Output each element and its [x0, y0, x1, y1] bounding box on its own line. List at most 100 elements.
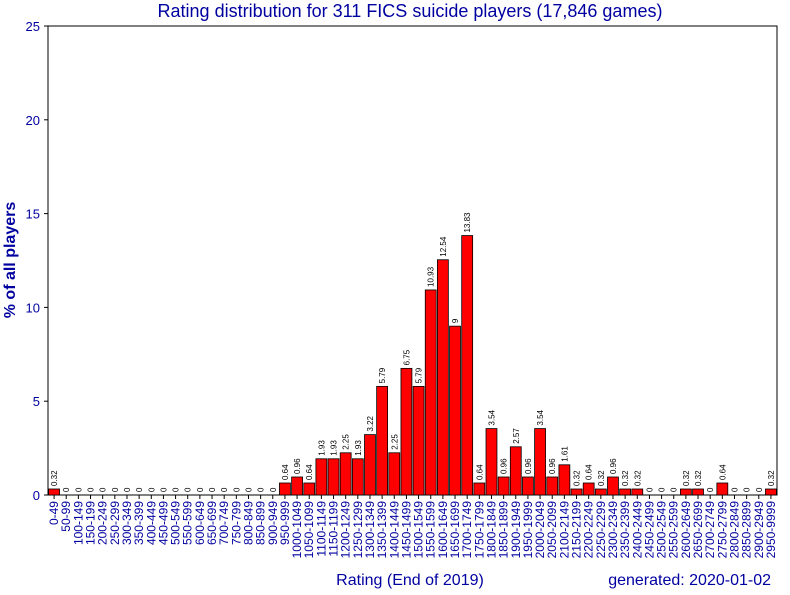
x-tick-label: 400-449 — [144, 501, 158, 545]
x-tick-label: 1200-1249 — [339, 501, 353, 559]
x-tick-label: 2100-2149 — [557, 501, 571, 559]
bar-value-label: 12.54 — [439, 236, 448, 257]
x-tick-label: 750-799 — [229, 501, 243, 545]
bar-value-label: 0.96 — [500, 458, 509, 474]
bar — [558, 464, 571, 496]
bar-value-label: 0.64 — [718, 464, 727, 480]
bar-value-label: 0 — [159, 487, 168, 492]
bar — [716, 482, 729, 496]
x-tick-label: 1350-1399 — [375, 501, 389, 559]
bar-value-label: 0 — [99, 487, 108, 492]
bar-value-label: 0.32 — [682, 470, 691, 486]
bar-value-label: 0 — [730, 487, 739, 492]
x-tick-label: 2400-2449 — [630, 501, 644, 559]
x-tick-label: 2050-2099 — [545, 501, 559, 559]
x-tick-label: 600-649 — [193, 501, 207, 545]
bar-value-label: 0.96 — [293, 458, 302, 474]
x-tick-label: 900-949 — [266, 501, 280, 545]
x-tick-label: 1150-1199 — [327, 501, 341, 557]
x-tick-label: 300-349 — [120, 501, 134, 545]
x-tick-label: 850-899 — [254, 501, 268, 545]
bar-value-label: 3.54 — [536, 409, 545, 425]
bar-value-label: 3.54 — [487, 409, 496, 425]
x-tick-label: 500-549 — [169, 501, 183, 545]
x-tick-label: 1700-1749 — [460, 501, 474, 559]
x-tick-label: 450-499 — [156, 501, 170, 545]
bar-value-label: 0 — [111, 487, 120, 492]
bar-value-label: 0.32 — [633, 470, 642, 486]
bar-value-label: 0 — [658, 487, 667, 492]
bar-value-label: 0 — [62, 487, 71, 492]
plot-frame — [47, 25, 778, 496]
bar-value-label: 0 — [147, 487, 156, 492]
bar-value-label: 5.79 — [378, 367, 387, 383]
bar-value-label: 0.32 — [694, 470, 703, 486]
bar-value-label: 0.32 — [573, 470, 582, 486]
y-axis: 0 5 10 15 20 25 — [26, 19, 48, 503]
bar — [692, 488, 704, 496]
x-tick-label: 250-299 — [108, 501, 122, 545]
chart-title: Rating distribution for 311 FICS suicide… — [158, 1, 663, 21]
x-tick-label: 2750-2799 — [715, 501, 729, 559]
y-axis-label: % of all players — [2, 202, 19, 319]
bar-value-label: 0.96 — [548, 458, 557, 474]
bar — [570, 488, 583, 496]
bar — [364, 434, 376, 496]
bar-value-label: 0 — [706, 487, 715, 492]
x-tick-label: 1650-1699 — [448, 501, 462, 559]
bar — [315, 458, 328, 496]
bar-value-label: 1.93 — [330, 440, 339, 456]
bar — [461, 235, 474, 496]
y-tick-label: 5 — [33, 394, 40, 409]
bar — [279, 482, 291, 496]
bar — [339, 452, 352, 496]
y-tick-label: 10 — [26, 300, 40, 315]
x-tick-label: 1100-1149 — [314, 501, 328, 557]
bar — [351, 458, 364, 496]
bar-value-label: 3.22 — [366, 415, 375, 431]
x-tick-label: 100-149 — [71, 501, 85, 545]
x-tick-label: 1000-1049 — [290, 501, 304, 559]
bar-value-label: 0 — [743, 487, 752, 492]
bar-value-label: 2.25 — [342, 434, 351, 450]
x-tick-label: 1950-1999 — [521, 501, 535, 559]
bar-value-label: 0.32 — [50, 470, 59, 486]
x-tick-label: 50-99 — [59, 501, 73, 532]
bar — [424, 289, 437, 496]
bar-value-label: 13.83 — [463, 212, 472, 233]
x-tick-label: 1600-1649 — [436, 501, 450, 559]
bar-value-label: 0 — [74, 487, 83, 492]
x-tick-label: 550-599 — [181, 501, 195, 545]
x-tick-label: 2200-2249 — [582, 501, 596, 559]
bar — [376, 385, 389, 496]
x-tick-label: 1400-1449 — [387, 501, 401, 559]
x-tick-label: 2800-2849 — [727, 501, 741, 559]
bar — [412, 385, 425, 496]
bar-value-label: 0.64 — [475, 464, 484, 480]
bar-value-label: 0.64 — [281, 464, 290, 480]
bar — [473, 482, 486, 496]
bar — [437, 259, 449, 496]
x-tick-label: 2000-2049 — [533, 501, 547, 559]
bar-value-label: 1.93 — [317, 440, 326, 456]
bar — [303, 482, 316, 496]
bar-value-label: 6.75 — [402, 349, 411, 365]
bar-value-label: 0.32 — [621, 470, 630, 486]
bar — [546, 476, 559, 496]
bar-value-label: 0.96 — [524, 458, 533, 474]
bar — [291, 476, 303, 496]
x-tick-label: 2550-2599 — [667, 501, 681, 559]
x-tick-label: 2300-2349 — [606, 501, 620, 559]
bar — [582, 482, 595, 496]
x-tick-label: 2500-2549 — [655, 501, 669, 559]
bar — [327, 458, 340, 496]
x-tick-label: 1250-1299 — [351, 501, 365, 559]
x-tick-label: 2850-2899 — [740, 501, 754, 559]
x-tick-label: 2900-2949 — [752, 501, 766, 559]
y-tick-label: 25 — [26, 19, 40, 34]
x-tick-label: 2700-2749 — [703, 501, 717, 559]
x-tick-label: 1850-1899 — [497, 501, 511, 559]
bar-value-label: 0 — [670, 487, 679, 492]
x-tick-label: 2450-2499 — [642, 501, 656, 559]
x-tick-label: 150-199 — [84, 501, 98, 545]
